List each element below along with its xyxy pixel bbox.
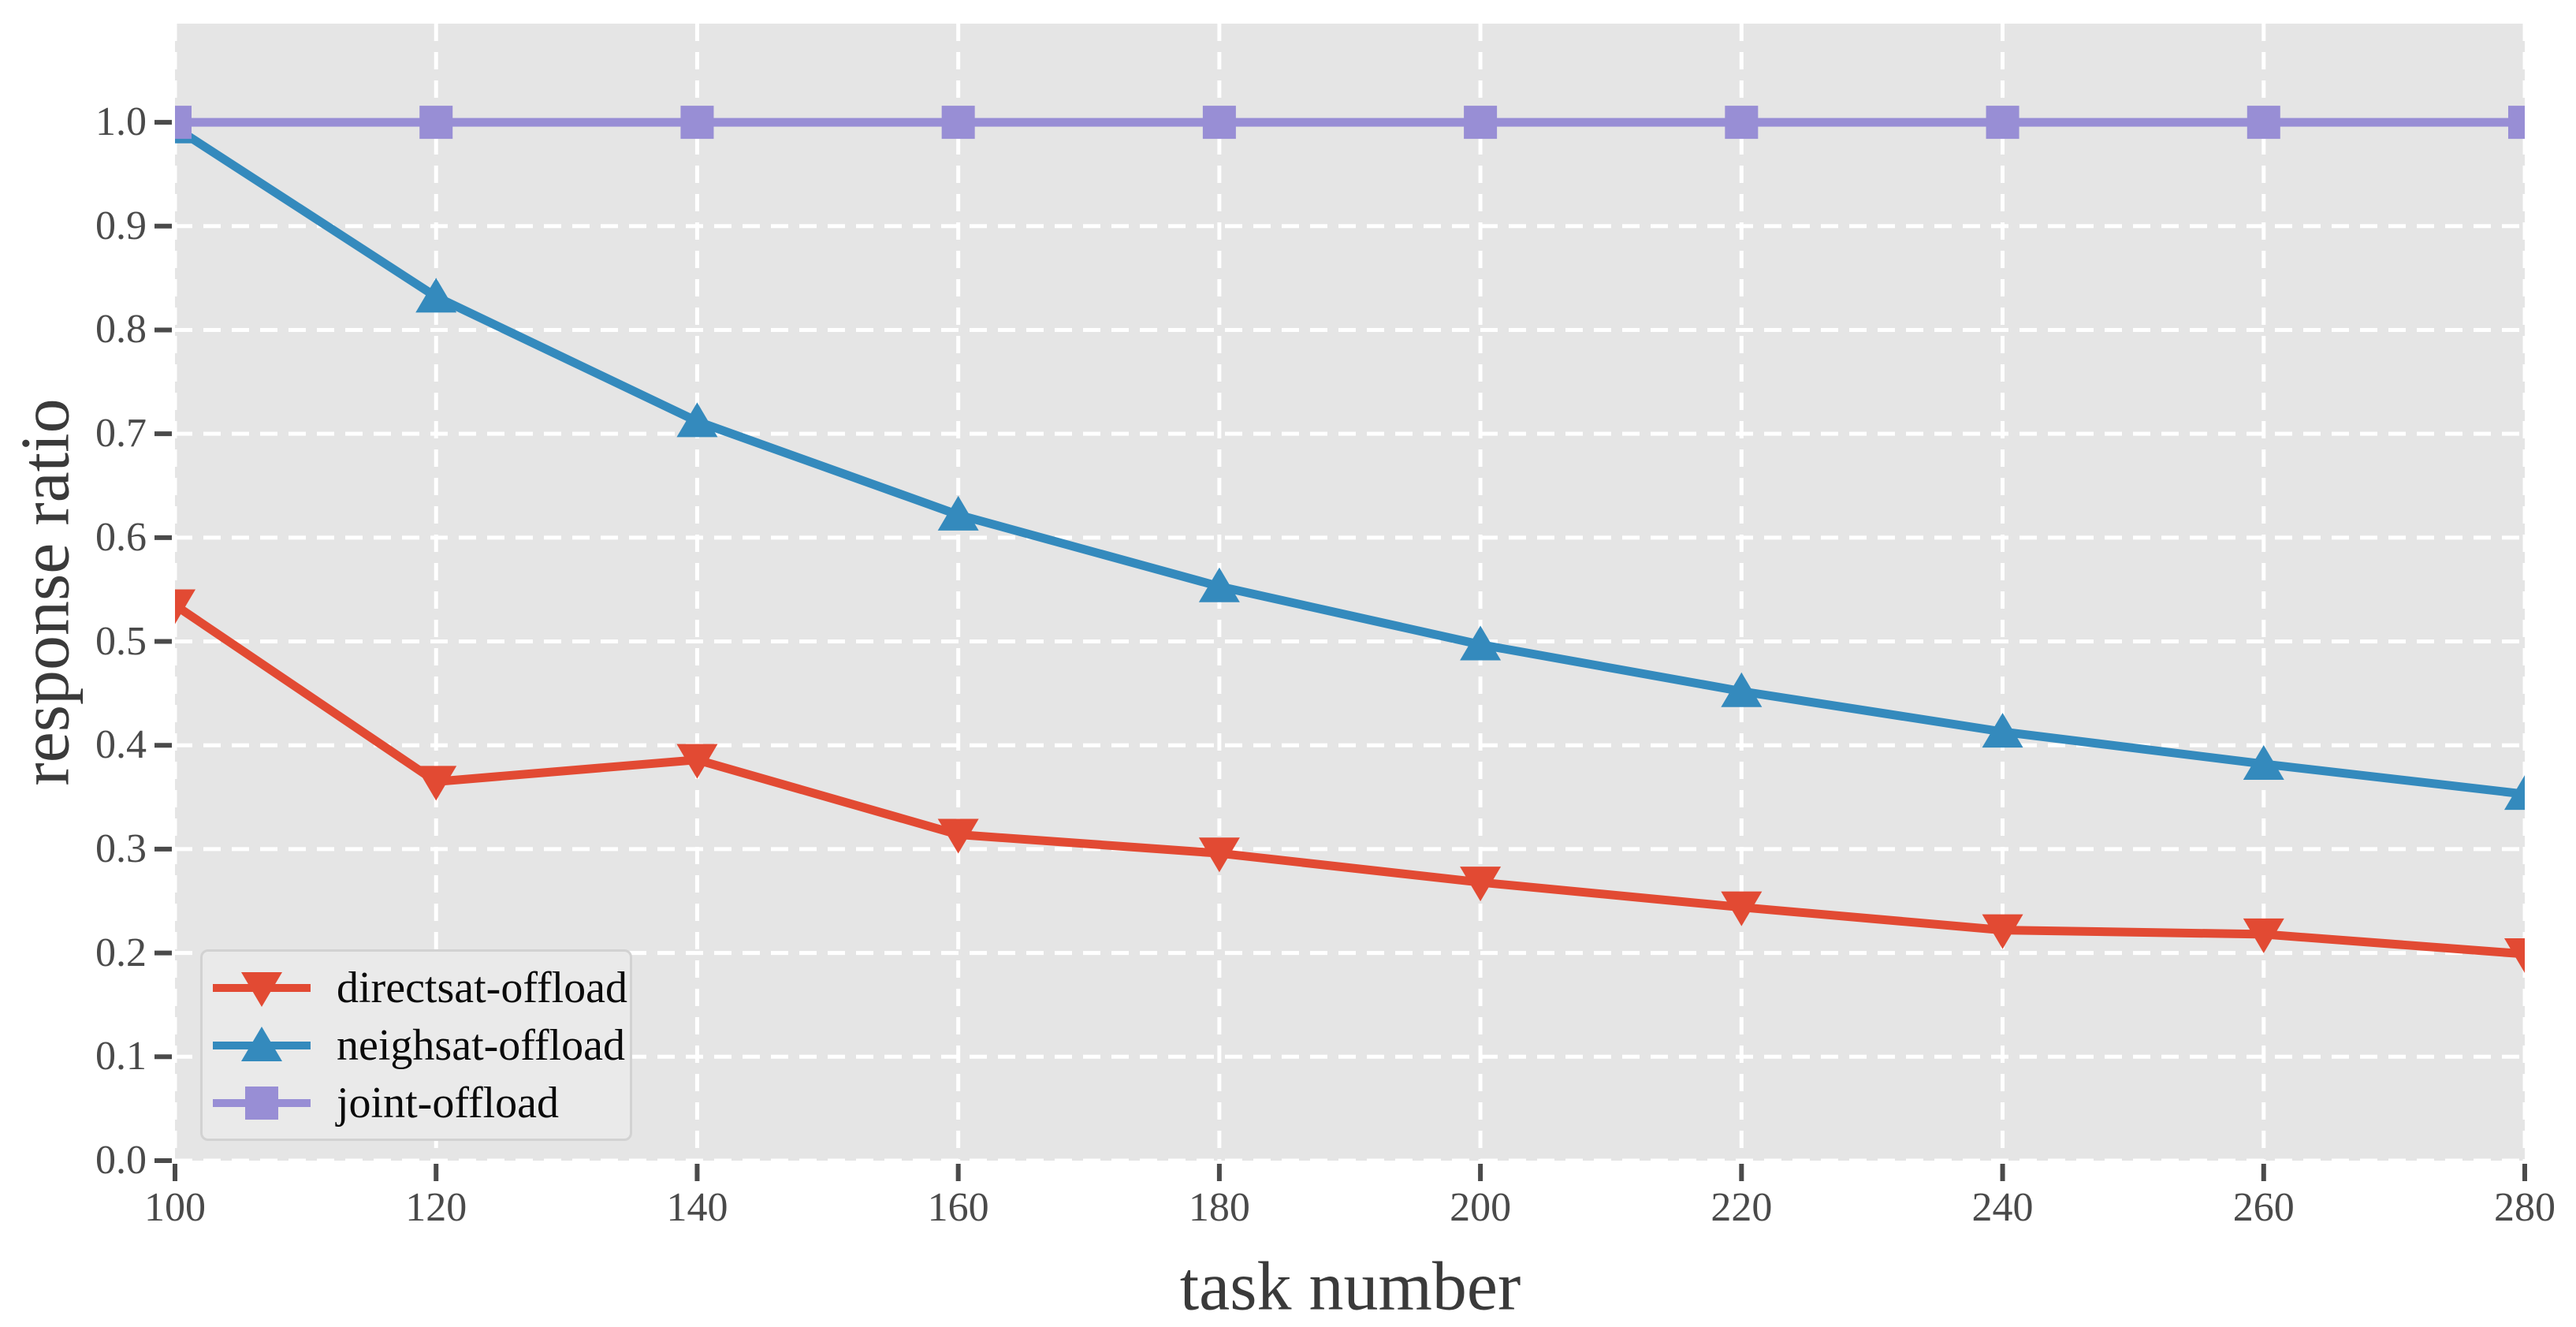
y-tick-label: 1.0 <box>95 99 147 145</box>
legend-item-label: neighsat-offload <box>337 1020 625 1070</box>
legend-item-label: joint-offload <box>337 1078 560 1128</box>
x-tick-label: 240 <box>1971 1185 2034 1230</box>
y-tick-label: 0.0 <box>95 1138 147 1183</box>
legend-item: joint-offload <box>213 1074 622 1131</box>
x-tick-label: 280 <box>2494 1185 2556 1230</box>
series-directsat-offload <box>175 589 2525 973</box>
tick-marks <box>154 120 2527 1181</box>
y-tick-label: 0.8 <box>95 307 147 352</box>
y-tick-label: 0.9 <box>95 203 147 248</box>
legend-marker-triangle-up-icon <box>213 1026 311 1061</box>
y-tick-label: 0.4 <box>95 722 147 768</box>
line-directsat-offload <box>175 601 2525 959</box>
x-tick-label: 180 <box>1188 1185 1250 1230</box>
y-tick-label: 0.5 <box>95 618 147 664</box>
y-axis-title: response ratio <box>7 398 84 786</box>
y-tick-label: 0.1 <box>95 1034 147 1079</box>
x-tick-label: 260 <box>2232 1185 2295 1230</box>
x-tick-label: 120 <box>405 1185 467 1230</box>
line-neighsat-offload <box>175 124 2525 799</box>
y-tick-label: 0.2 <box>95 930 147 975</box>
y-tick-label: 0.6 <box>95 514 147 560</box>
series-joint-offload <box>175 106 2525 140</box>
legend-marker-triangle-down-icon <box>213 971 311 1007</box>
y-tick-label: 0.3 <box>95 826 147 871</box>
legend-item: directsat-offload <box>213 959 627 1016</box>
x-axis-title: task number <box>1179 1248 1521 1325</box>
legend: directsat-offload neighsat-offload joint-o… <box>200 949 632 1141</box>
legend-marker-square-icon <box>213 1086 311 1120</box>
legend-item: neighsat-offload <box>213 1016 625 1074</box>
x-tick-label: 220 <box>1711 1185 1773 1230</box>
x-tick-label: 140 <box>666 1185 728 1230</box>
x-tick-label: 100 <box>144 1185 206 1230</box>
legend-item-label: directsat-offload <box>337 963 628 1012</box>
y-tick-label: 0.7 <box>95 411 147 457</box>
x-tick-label: 200 <box>1450 1185 1512 1230</box>
x-tick-label: 160 <box>927 1185 989 1230</box>
